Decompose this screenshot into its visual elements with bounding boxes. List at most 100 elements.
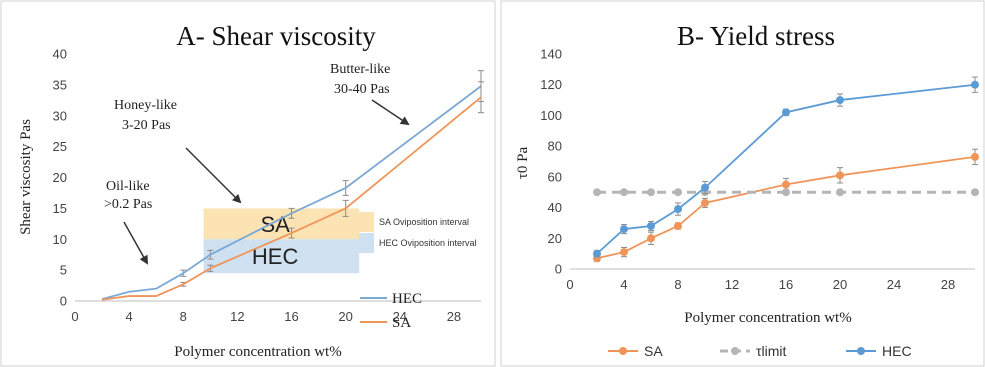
data-point: [593, 249, 601, 258]
legend-label: τlimit: [756, 343, 787, 359]
y-tick-label: 25: [53, 139, 67, 154]
data-point: [971, 188, 979, 197]
data-point: [647, 188, 655, 197]
x-tick-label: 24: [393, 309, 407, 324]
panel-a-xlabel: Polymer concentration wt%: [174, 344, 341, 360]
y-tick-label: 5: [60, 263, 67, 278]
panel-a-ylabel: Shear viscosity Pas: [18, 119, 34, 235]
data-point: [620, 225, 628, 234]
y-tick-label: 10: [53, 232, 67, 247]
x-tick-label: 24: [887, 277, 901, 292]
data-point: [620, 188, 628, 197]
y-tick-label: 20: [53, 170, 67, 185]
data-point: [782, 188, 790, 197]
series-line-sa: [596, 156, 976, 260]
series-sa: [593, 148, 979, 263]
series-line-hec: [101, 85, 482, 301]
x-tick-label: 12: [725, 277, 739, 292]
panel-b-ylabel: τ0 Pa: [515, 147, 531, 180]
arrow-butter: [371, 99, 410, 126]
series-line-sa: [101, 96, 482, 301]
panel-a-shear-viscosity: A- Shear viscosity Shear viscosity Pas P…: [0, 0, 496, 367]
data-point: [782, 180, 790, 189]
x-tick-label: 28: [941, 277, 955, 292]
annotation-honey-line1: Honey-like: [114, 98, 177, 113]
data-point: [674, 205, 682, 214]
panel-b-legend: SA τlimit HEC: [608, 343, 912, 359]
data-point: [836, 188, 844, 197]
legend-b-item-hec: HEC: [846, 343, 912, 359]
arrow-oil: [123, 221, 148, 265]
panel-b-frame: [500, 0, 985, 367]
y-tick-label: 20: [548, 231, 562, 246]
band-legend-label-hec: HEC Oviposition interval: [379, 238, 477, 248]
data-point: [701, 183, 709, 192]
legend-a-sa-label: SA: [392, 315, 411, 331]
legend-a-hec-label: HEC: [392, 291, 422, 307]
series-line-hec: [596, 83, 976, 255]
y-tick-label: 0: [555, 262, 562, 277]
y-tick-label: 140: [540, 47, 562, 62]
panel-a-annotations: Butter-like 30-40 Pas Honey-like 3-20 Pa…: [104, 62, 410, 265]
x-tick-label: 0: [71, 309, 78, 324]
panel-b-yield-stress: B- Yield stress τ0 Pa Polymer concentrat…: [500, 0, 985, 367]
legend-marker: [731, 347, 739, 355]
band-legend-swatch-hec: [359, 233, 374, 253]
panel-a-title: A- Shear viscosity: [176, 21, 376, 51]
x-tick-label: 28: [447, 309, 461, 324]
data-point: [674, 188, 682, 197]
y-tick-label: 60: [548, 169, 562, 184]
band-label-hec: HEC: [252, 244, 299, 269]
legend-label: SA: [644, 343, 663, 359]
annotation-oil-line2: >0.2 Pas: [104, 197, 152, 212]
legend-marker: [619, 347, 627, 355]
data-point: [836, 96, 844, 105]
y-tick-label: 0: [60, 294, 67, 309]
y-tick-label: 80: [548, 139, 562, 154]
x-tick-label: 20: [338, 309, 352, 324]
legend-marker: [857, 347, 865, 355]
y-tick-label: 120: [540, 77, 562, 92]
series-sa: [101, 81, 484, 301]
data-point: [620, 248, 628, 257]
x-tick-label: 16: [284, 309, 298, 324]
annotation-oil-line1: Oil-like: [106, 179, 150, 194]
y-tick-label: 40: [53, 47, 67, 62]
data-point: [782, 108, 790, 117]
panel-b-xlabel: Polymer concentration wt%: [684, 310, 851, 326]
y-tick-label: 15: [53, 201, 67, 216]
y-tick-label: 30: [53, 108, 67, 123]
x-tick-label: 0: [566, 277, 573, 292]
band-legend-label-sa: SA Oviposition interval: [379, 217, 469, 227]
data-point: [971, 152, 979, 161]
x-tick-label: 4: [620, 277, 627, 292]
data-point: [701, 198, 709, 207]
y-tick-label: 35: [53, 77, 67, 92]
x-tick-label: 8: [674, 277, 681, 292]
series-hec: [593, 76, 979, 258]
series-hec: [101, 70, 484, 301]
legend-b-item-sa: SA: [608, 343, 663, 359]
annotation-butter-line1: Butter-like: [330, 62, 390, 77]
x-tick-label: 16: [779, 277, 793, 292]
data-point: [593, 188, 601, 197]
panel-a-legend: HEC SA: [360, 291, 422, 331]
data-point: [971, 80, 979, 89]
legend-b-item-limit: τlimit: [720, 343, 787, 359]
panel-a-frame: [0, 0, 496, 367]
x-tick-label: 8: [180, 309, 187, 324]
data-point: [836, 171, 844, 180]
band-legend-swatch-sa: [359, 212, 374, 232]
annotation-butter-line2: 30-40 Pas: [334, 82, 390, 97]
y-tick-label: 40: [548, 200, 562, 215]
series-limit: [593, 188, 979, 197]
data-point: [674, 222, 682, 230]
panel-b-title: B- Yield stress: [677, 21, 835, 51]
x-tick-label: 4: [126, 309, 133, 324]
annotation-honey-line2: 3-20 Pas: [122, 118, 171, 133]
x-tick-label: 12: [230, 309, 244, 324]
x-tick-label: 20: [833, 277, 847, 292]
data-point: [647, 234, 655, 243]
data-point: [647, 222, 655, 230]
arrow-honey: [185, 147, 242, 204]
